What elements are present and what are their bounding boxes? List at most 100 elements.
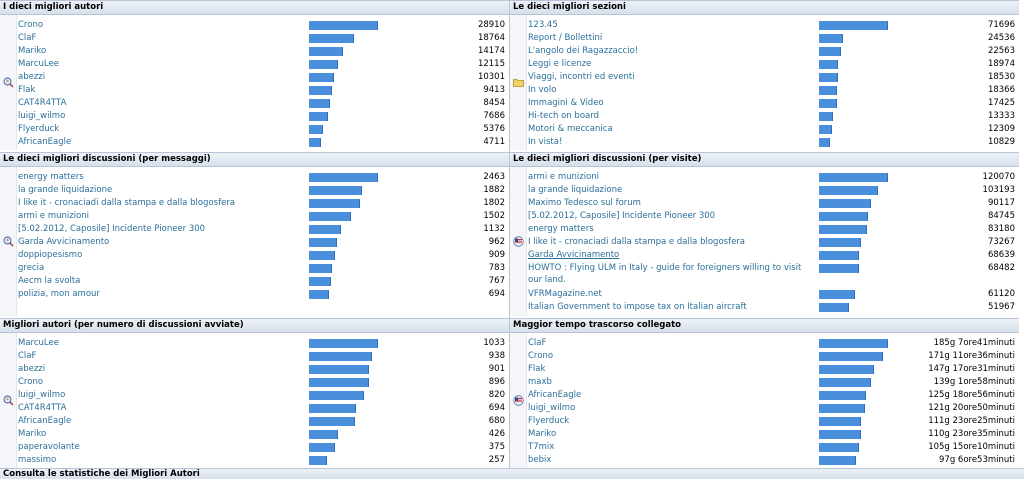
- item-link[interactable]: 123.45: [528, 20, 558, 30]
- value-bar: [819, 99, 837, 108]
- item-link[interactable]: Italian Government to impose tax on Ital…: [528, 302, 747, 312]
- item-link[interactable]: la grande liquidazione: [528, 185, 623, 195]
- item-link[interactable]: CAT4R4TTA: [18, 403, 67, 413]
- item-link[interactable]: Aecm la svolta: [18, 276, 81, 286]
- list-item: la grande liquidazione 103193: [528, 184, 1015, 197]
- item-link[interactable]: paperavolante: [18, 442, 80, 452]
- item-link[interactable]: massimo: [18, 455, 57, 465]
- item-value: 767: [488, 276, 505, 286]
- item-link[interactable]: polizia, mon amour: [18, 289, 100, 299]
- value-bar: [309, 186, 362, 195]
- item-link[interactable]: luigi_wilmo: [18, 111, 66, 121]
- item-value: 13333: [987, 111, 1015, 121]
- item-link[interactable]: Garda Avvicinamento: [528, 250, 620, 260]
- panel-top-sections: Le dieci migliori sezioni 123.45 71696 Repo…: [510, 0, 1019, 150]
- value-bar: [309, 404, 356, 413]
- item-link[interactable]: Viaggi, incontri ed eventi: [528, 72, 635, 82]
- item-link[interactable]: Crono: [18, 20, 44, 30]
- item-link[interactable]: AfricanEagle: [528, 390, 582, 400]
- item-value: 71696: [987, 20, 1015, 30]
- list-item: ClaF 18764: [18, 32, 505, 45]
- item-link[interactable]: Hi-tech on board: [528, 111, 599, 121]
- item-value: 18764: [477, 33, 505, 43]
- item-link[interactable]: Flyerduck: [18, 124, 60, 134]
- item-link[interactable]: Immagini & Video: [528, 98, 604, 108]
- item-value: 375: [488, 442, 505, 452]
- item-link[interactable]: Flak: [528, 364, 546, 374]
- item-value: 61120: [987, 289, 1015, 299]
- item-link[interactable]: AfricanEagle: [18, 137, 72, 147]
- item-value: 1502: [483, 211, 505, 221]
- item-link[interactable]: In volo: [528, 85, 557, 95]
- item-link[interactable]: Flak: [18, 85, 36, 95]
- list-item: 123.45 71696: [528, 19, 1015, 32]
- item-link[interactable]: ClaF: [18, 33, 37, 43]
- value-bar: [309, 60, 338, 69]
- item-link[interactable]: [5.02.2012, Caposile] Incidente Pioneer …: [18, 224, 206, 234]
- item-link[interactable]: armi e munizioni: [18, 211, 90, 221]
- list-item: ClaF 185g 7ore41minuti: [528, 337, 1015, 350]
- panel-title: Le dieci migliori discussioni (per messa…: [0, 152, 509, 167]
- list-item: armi e munizioni 120070: [528, 171, 1015, 184]
- item-link[interactable]: CAT4R4TTA: [18, 98, 67, 108]
- value-bar: [819, 225, 867, 234]
- item-link[interactable]: energy matters: [18, 172, 84, 182]
- item-link[interactable]: abezzi: [18, 72, 46, 82]
- item-link[interactable]: bebix: [528, 455, 552, 465]
- item-link[interactable]: luigi_wilmo: [18, 390, 66, 400]
- item-link[interactable]: [5.02.2012, Caposile] Incidente Pioneer …: [528, 211, 716, 221]
- item-link[interactable]: I like it - cronaciadi dalla stampa e da…: [18, 198, 235, 208]
- item-link[interactable]: In vista!: [528, 137, 563, 147]
- item-link[interactable]: MarcuLee: [18, 338, 59, 348]
- item-link[interactable]: Mariko: [18, 429, 47, 439]
- item-link[interactable]: luigi_wilmo: [528, 403, 576, 413]
- item-link[interactable]: armi e munizioni: [528, 172, 600, 182]
- item-link[interactable]: L'angolo dei Ragazzaccio!: [528, 46, 639, 56]
- item-link[interactable]: Maximo Tedesco sul forum: [528, 198, 641, 208]
- item-link[interactable]: abezzi: [18, 364, 46, 374]
- list-item: Garda Avvicinamento 962: [18, 236, 505, 249]
- item-link[interactable]: la grande liquidazione: [18, 185, 113, 195]
- item-link[interactable]: Report / Bollettini: [528, 33, 603, 43]
- item-value: 17425: [987, 98, 1015, 108]
- list-item: T7mix 105g 15ore10minuti: [528, 441, 1015, 454]
- item-link[interactable]: Leggi e licenze: [528, 59, 592, 69]
- list-item: luigi_wilmo 7686: [18, 110, 505, 123]
- item-link[interactable]: energy matters: [528, 224, 594, 234]
- item-link[interactable]: Motori & meccanica: [528, 124, 613, 134]
- list-item: Mariko 14174: [18, 45, 505, 58]
- item-link[interactable]: ClaF: [528, 338, 547, 348]
- search-discussion-icon: [3, 236, 14, 247]
- item-value: 10829: [987, 137, 1015, 147]
- item-value: 8454: [483, 98, 505, 108]
- item-link[interactable]: Mariko: [528, 429, 557, 439]
- item-link[interactable]: T7mix: [528, 442, 555, 452]
- item-value: 121g 20ore50minuti: [928, 403, 1015, 413]
- item-link[interactable]: maxb: [528, 377, 552, 387]
- item-link[interactable]: ClaF: [18, 351, 37, 361]
- item-value: 111g 23ore25minuti: [928, 416, 1015, 426]
- item-link[interactable]: Crono: [528, 351, 554, 361]
- list-item: CAT4R4TTA 8454: [18, 97, 505, 110]
- panel-body: 123.45 71696 Report / Bollettini 24536 L'ang…: [510, 15, 1019, 150]
- item-link[interactable]: HOWTO : Flying ULM in Italy - guide for …: [528, 263, 802, 285]
- value-bar: [309, 391, 364, 400]
- item-value: 24536: [987, 33, 1015, 43]
- item-value: 139g 1ore58minuti: [933, 377, 1015, 387]
- list-item: Hi-tech on board 13333: [528, 110, 1015, 123]
- item-link[interactable]: AfricanEagle: [18, 416, 72, 426]
- value-bar: [819, 456, 856, 465]
- item-link[interactable]: doppiopesismo: [18, 250, 83, 260]
- item-link[interactable]: Crono: [18, 377, 44, 387]
- item-link[interactable]: I like it - cronaciadi dalla stampa e da…: [528, 237, 745, 247]
- list-item: energy matters 83180: [528, 223, 1015, 236]
- item-link[interactable]: Garda Avvicinamento: [18, 237, 110, 247]
- item-link[interactable]: Mariko: [18, 46, 47, 56]
- value-bar: [309, 417, 355, 426]
- list-item: AfricanEagle 125g 18ore56minuti: [528, 389, 1015, 402]
- item-link[interactable]: VFRMagazine.net: [528, 289, 602, 299]
- item-link[interactable]: Flyerduck: [528, 416, 570, 426]
- item-link[interactable]: grecia: [18, 263, 45, 273]
- value-bar: [309, 125, 323, 134]
- item-link[interactable]: MarcuLee: [18, 59, 59, 69]
